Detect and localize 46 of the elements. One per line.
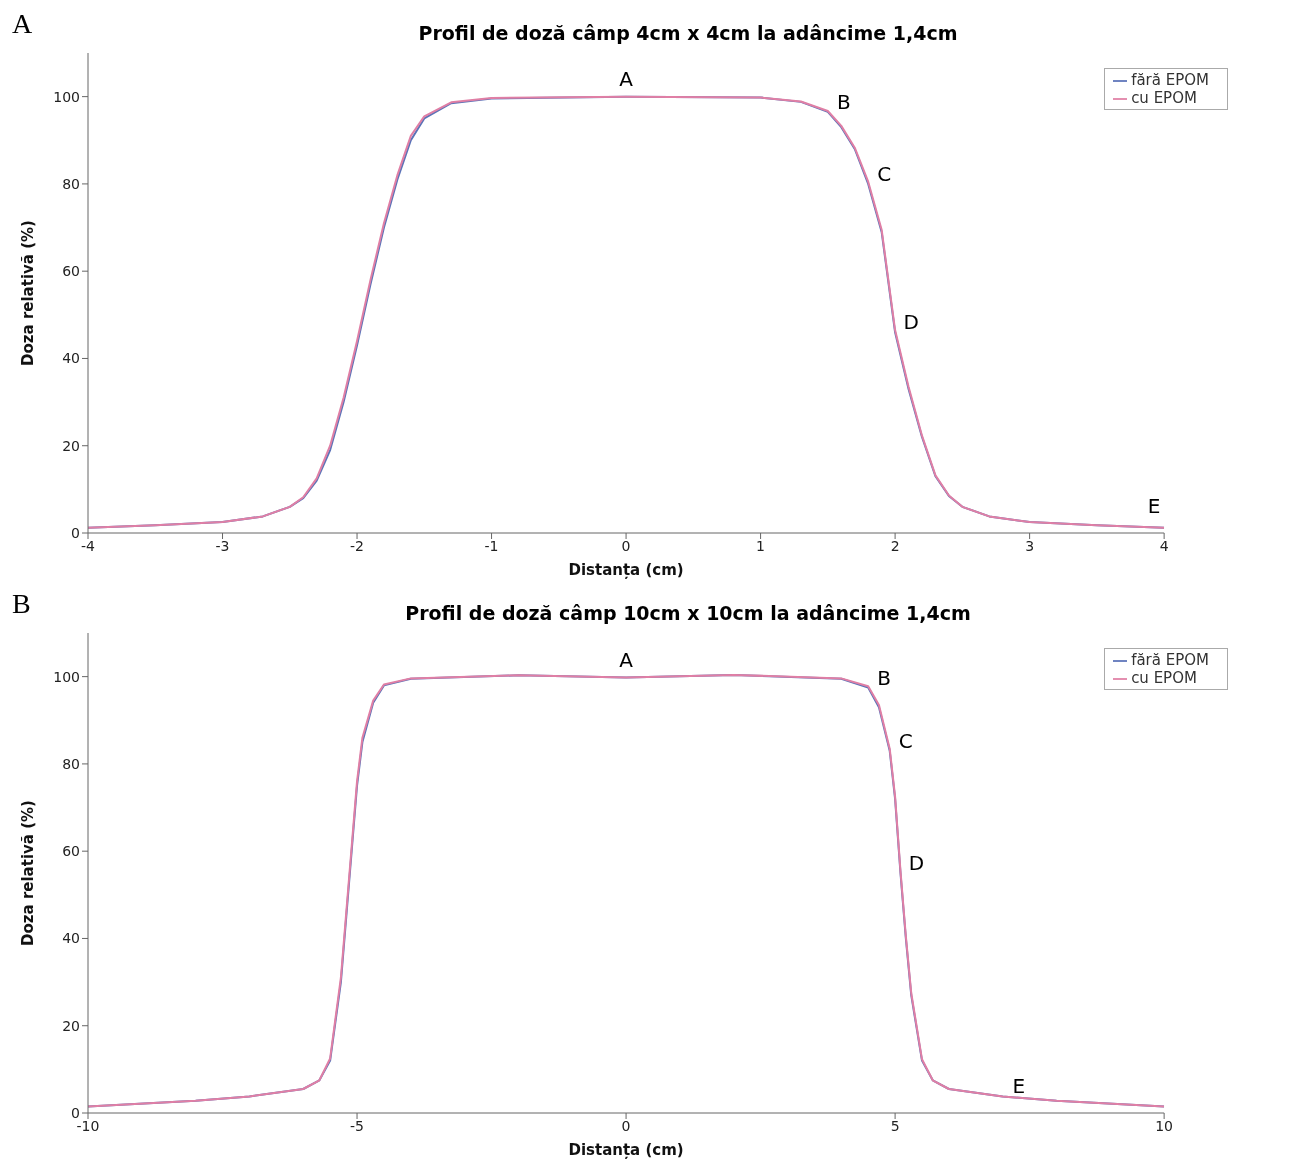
annotation: D	[908, 851, 925, 875]
chart-title: Profil de doză câmp 10cm x 10cm la adâncime 1,4cm	[404, 602, 972, 624]
text: A	[12, 8, 33, 40]
x-tick-label: -1	[484, 537, 499, 554]
y-tick-label: 40	[62, 930, 80, 947]
x-tick-label: 2	[890, 537, 900, 554]
y-axis-title: Doza relativă (%)	[19, 220, 38, 366]
y-tick-label: 20	[62, 437, 80, 454]
legend-label: fără EPOM	[1131, 71, 1209, 89]
y-tick-label: 80	[62, 755, 80, 772]
y-tick-label: 0	[71, 524, 80, 541]
y-tick-label: 20	[62, 1017, 80, 1034]
y-tick-label: 100	[53, 668, 80, 685]
annotation: A	[619, 66, 634, 91]
legend-label: cu EPOM	[1131, 669, 1197, 687]
x-tick-label: 0	[621, 537, 631, 554]
chart-title: Profil de doză câmp 4cm x 4cm la adâncime 1,4cm	[417, 22, 959, 44]
legend-label: cu EPOM	[1131, 89, 1197, 107]
x-axis-title: Distanța (cm)	[568, 561, 684, 579]
annotation: C	[877, 161, 892, 186]
text: B	[12, 588, 31, 620]
annotation: A	[619, 647, 634, 672]
x-tick-label: -5	[350, 1117, 365, 1134]
annotation: C	[898, 728, 913, 753]
x-tick-label: 3	[1025, 537, 1035, 554]
annotation: B	[836, 89, 851, 114]
y-tick-label: 80	[62, 175, 80, 192]
legend-label: fără EPOM	[1131, 651, 1209, 669]
x-tick-label: 4	[1159, 537, 1169, 554]
y-tick-label: 60	[62, 263, 80, 280]
annotation: D	[903, 310, 919, 335]
y-tick-label: 60	[62, 843, 80, 860]
x-tick-label: -3	[215, 537, 230, 554]
x-tick-label: -2	[350, 537, 365, 554]
annotation: B	[877, 665, 892, 690]
y-axis-title: Doza relativă (%)	[19, 800, 38, 946]
x-axis-title: Distanța (cm)	[568, 1141, 684, 1159]
annotation: E	[1012, 1074, 1026, 1099]
y-tick-label: 100	[53, 88, 80, 105]
x-tick-label: -4	[81, 537, 96, 554]
annotation: E	[1147, 493, 1161, 518]
x-tick-label: 5	[890, 1117, 900, 1134]
x-tick-label: 0	[621, 1117, 631, 1134]
x-tick-label: 1	[756, 537, 766, 554]
y-tick-label: 40	[62, 350, 80, 367]
x-tick-label: 10	[1155, 1117, 1174, 1134]
